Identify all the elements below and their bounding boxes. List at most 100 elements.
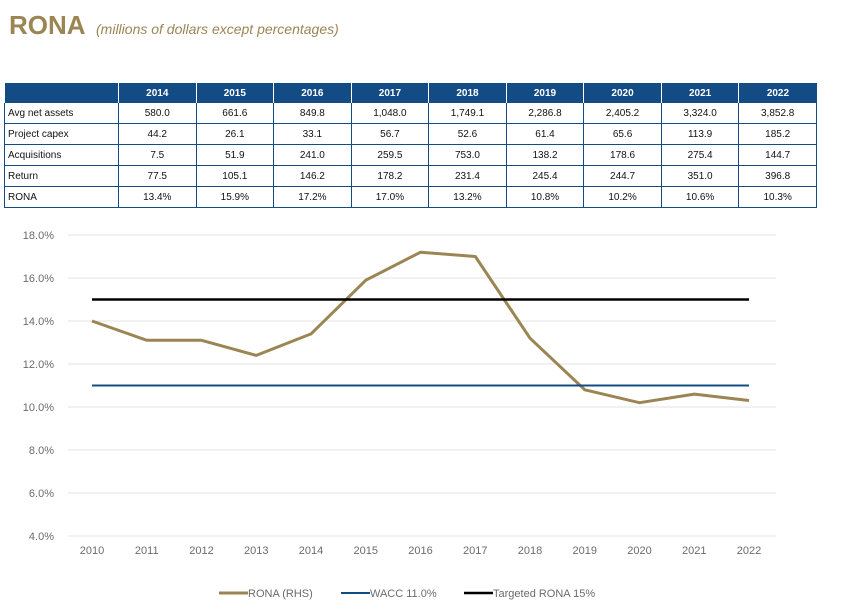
x-axis-ticks: 2010 2011 2012 2013 2014 2015 2016 2017 2018 2019… bbox=[80, 545, 761, 557]
table-cell: 10.8% bbox=[505, 186, 584, 208]
table-cell: 26.1 bbox=[195, 123, 274, 145]
table-cell: 244.7 bbox=[583, 165, 662, 187]
table-cell: 3,324.0 bbox=[660, 103, 739, 124]
series-lines bbox=[91, 250, 750, 405]
page-title: RONA bbox=[9, 10, 86, 40]
table-cell: 1,048.0 bbox=[350, 103, 429, 124]
table-cell: 51.9 bbox=[195, 144, 274, 166]
table-cell: 351.0 bbox=[660, 165, 739, 187]
y-tick-label: 12.0% bbox=[23, 359, 54, 371]
x-tick-label: 2013 bbox=[244, 545, 268, 557]
table-row: Avg net assets 580.0 661.6 849.8 1,048.0 1,74… bbox=[4, 103, 817, 124]
table-cell: 15.9% bbox=[195, 186, 274, 208]
legend-label: RONA (RHS) bbox=[248, 588, 313, 600]
table-cell: 65.6 bbox=[583, 123, 662, 145]
table-cell: 178.6 bbox=[583, 144, 662, 166]
table-cell: 138.2 bbox=[505, 144, 584, 166]
column-header: 2014 bbox=[118, 83, 197, 103]
y-tick-label: 18.0% bbox=[23, 230, 54, 242]
y-tick-label: 8.0% bbox=[29, 445, 54, 457]
x-tick-label: 2014 bbox=[299, 545, 323, 557]
table-cell: 33.1 bbox=[273, 123, 352, 145]
series-line-rona-rhs bbox=[91, 250, 750, 405]
y-tick-label: 14.0% bbox=[23, 316, 54, 328]
column-header: 2021 bbox=[660, 83, 739, 103]
table-cell: 2,405.2 bbox=[583, 103, 662, 124]
table-cell: 10.2% bbox=[583, 186, 662, 208]
page-subtitle: (millions of dollars except percentages) bbox=[96, 21, 339, 37]
y-axis-ticks: 4.0% 6.0% 8.0% 10.0% 12.0% 14.0% 16.0% 18.0% bbox=[23, 230, 54, 543]
table-cell: 7.5 bbox=[118, 144, 197, 166]
table-cell: 245.4 bbox=[505, 165, 584, 187]
table-cell: 146.2 bbox=[273, 165, 352, 187]
x-tick-label: 2016 bbox=[408, 545, 432, 557]
rona-line-chart: 4.0% 6.0% 8.0% 10.0% 12.0% 14.0% 16.0% 18.0% 20… bbox=[23, 230, 776, 600]
table-cell: 61.4 bbox=[505, 123, 584, 145]
table-cell: 44.2 bbox=[118, 123, 197, 145]
table-cell: 13.4% bbox=[118, 186, 197, 208]
x-tick-label: 2019 bbox=[573, 545, 597, 557]
y-tick-label: 16.0% bbox=[23, 273, 54, 285]
table-header-row: 2014 2015 2016 2017 2018 2019 2020 2021 2022 bbox=[4, 83, 817, 103]
table-cell: 178.2 bbox=[350, 165, 429, 187]
table-cell: 259.5 bbox=[350, 144, 429, 166]
table-cell: 849.8 bbox=[273, 103, 352, 124]
x-tick-label: 2020 bbox=[627, 545, 651, 557]
table-cell: 10.3% bbox=[738, 186, 817, 208]
x-tick-label: 2012 bbox=[189, 545, 213, 557]
x-tick-label: 2021 bbox=[682, 545, 706, 557]
column-header: 2022 bbox=[738, 83, 817, 103]
x-tick-label: 2015 bbox=[354, 545, 378, 557]
x-tick-label: 2011 bbox=[135, 545, 159, 557]
table-cell: 2,286.8 bbox=[505, 103, 584, 124]
gridlines bbox=[68, 234, 776, 537]
column-header: 2020 bbox=[583, 83, 662, 103]
row-label: RONA bbox=[4, 186, 119, 208]
y-tick-label: 4.0% bbox=[29, 531, 54, 543]
table-cell: 396.8 bbox=[738, 165, 817, 187]
table-cell: 13.2% bbox=[428, 186, 507, 208]
table-cell: 185.2 bbox=[738, 123, 817, 145]
table-cell: 3,852.8 bbox=[738, 103, 817, 124]
column-header: 2018 bbox=[428, 83, 507, 103]
row-label: Acquisitions bbox=[4, 144, 119, 166]
y-tick-label: 10.0% bbox=[23, 402, 54, 414]
table-cell: 1,749.1 bbox=[428, 103, 507, 124]
y-tick-label: 6.0% bbox=[29, 488, 54, 500]
table-cell: 753.0 bbox=[428, 144, 507, 166]
table-cell: 52.6 bbox=[428, 123, 507, 145]
table-corner-cell bbox=[4, 83, 119, 103]
table-cell: 144.7 bbox=[738, 144, 817, 166]
table-cell: 105.1 bbox=[195, 165, 274, 187]
column-header: 2017 bbox=[350, 83, 429, 103]
x-tick-label: 2017 bbox=[463, 545, 487, 557]
table-cell: 17.2% bbox=[273, 186, 352, 208]
column-header: 2016 bbox=[273, 83, 352, 103]
table-cell: 17.0% bbox=[350, 186, 429, 208]
legend-label: Targeted RONA 15% bbox=[493, 588, 595, 600]
table-row: Project capex 44.2 26.1 33.1 56.7 52.6 61.4 65.… bbox=[4, 123, 817, 145]
row-label: Project capex bbox=[4, 123, 119, 145]
row-label: Return bbox=[4, 165, 119, 187]
table-row: Acquisitions 7.5 51.9 241.0 259.5 753.0 138.2 1… bbox=[4, 144, 817, 166]
table-cell: 56.7 bbox=[350, 123, 429, 145]
x-tick-label: 2010 bbox=[80, 545, 104, 557]
column-header: 2015 bbox=[195, 83, 274, 103]
legend: RONA (RHS) WACC 11.0% Targeted RONA 15% bbox=[219, 588, 595, 600]
row-label: Avg net assets bbox=[4, 103, 119, 124]
table-cell: 113.9 bbox=[660, 123, 739, 145]
table-cell: 10.6% bbox=[660, 186, 739, 208]
table-cell: 241.0 bbox=[273, 144, 352, 166]
table-cell: 231.4 bbox=[428, 165, 507, 187]
x-tick-label: 2018 bbox=[518, 545, 542, 557]
table-row: Return 77.5 105.1 146.2 178.2 231.4 245.4 244.7… bbox=[4, 165, 817, 187]
rona-table: 2014 2015 2016 2017 2018 2019 2020 2021 2022 Avg… bbox=[4, 83, 817, 208]
table-row: RONA 13.4% 15.9% 17.2% 17.0% 13.2% 10.8% 10.2% 1… bbox=[4, 186, 817, 208]
x-tick-label: 2022 bbox=[737, 545, 761, 557]
column-header: 2019 bbox=[505, 83, 584, 103]
legend-label: WACC 11.0% bbox=[370, 588, 437, 600]
table-cell: 661.6 bbox=[195, 103, 274, 124]
table-cell: 275.4 bbox=[660, 144, 739, 166]
table-cell: 77.5 bbox=[118, 165, 197, 187]
title-row: RONA (millions of dollars except percent… bbox=[9, 10, 339, 41]
